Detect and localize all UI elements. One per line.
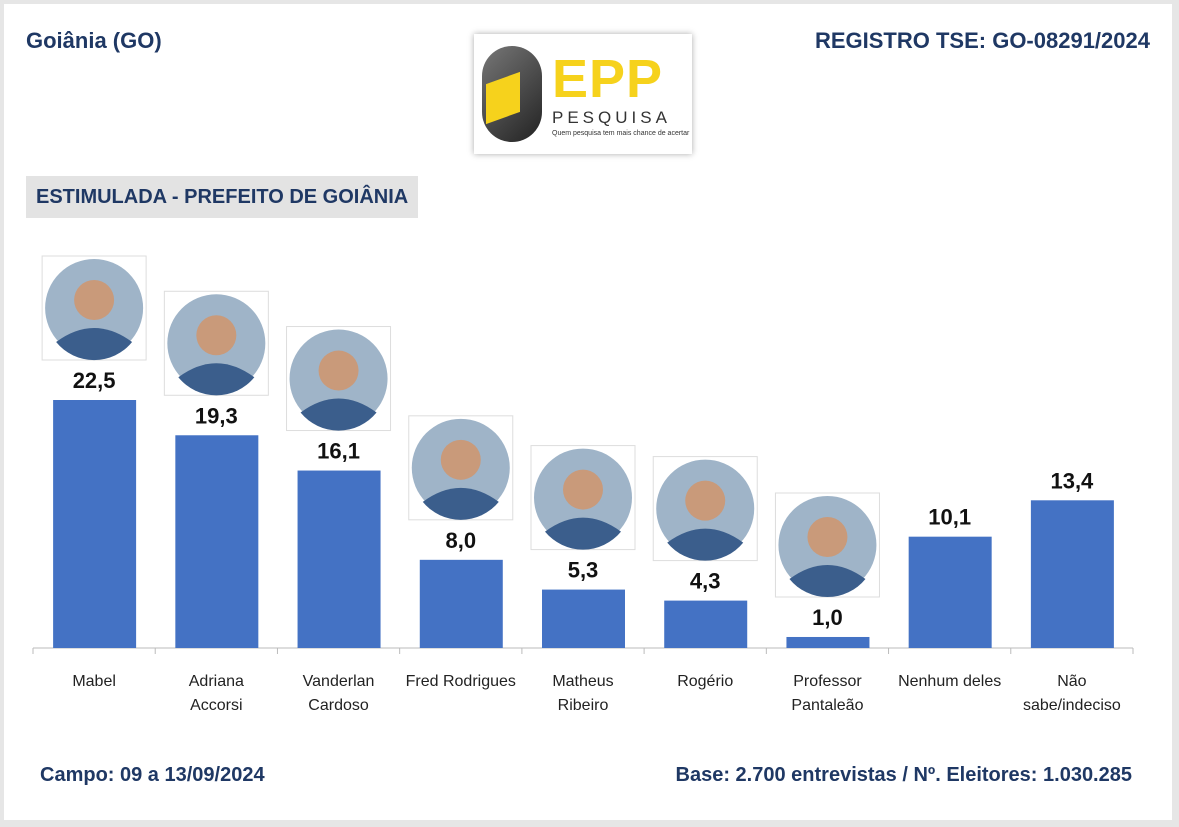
x-tick-label: Nenhum deles bbox=[890, 670, 1010, 694]
x-tick-label-line: sabe/indeciso bbox=[1022, 697, 1121, 714]
photo-head bbox=[440, 439, 481, 480]
x-tick-label-line: Professor bbox=[793, 673, 862, 690]
value-label: 16,1 bbox=[317, 439, 360, 464]
photo-head bbox=[563, 469, 603, 510]
value-label: 4,3 bbox=[690, 569, 721, 594]
bar bbox=[664, 600, 748, 648]
value-label: 19,3 bbox=[195, 403, 238, 428]
chart: 22,5 19,3 16,1 8,0 5,3 4,3 1,0 10,1 13,4 bbox=[32, 255, 1134, 654]
logo: EPP PESQUISA Quem pesquisa tem mais chan… bbox=[474, 34, 692, 154]
value-label: 8,0 bbox=[445, 528, 476, 553]
page: Goiânia (GO) REGISTRO TSE: GO-08291/2024… bbox=[4, 4, 1172, 820]
x-tick-label: Rogério bbox=[645, 670, 765, 694]
x-tick-label: Matheus Ribeiro bbox=[523, 670, 643, 718]
sample-base: Base: 2.700 entrevistas / Nº. Eleitores:… bbox=[675, 764, 1132, 786]
x-tick-label-line: Não bbox=[1057, 673, 1087, 690]
x-tick-label: Professor Pantaleão bbox=[767, 670, 887, 718]
bar bbox=[419, 559, 503, 648]
bar bbox=[908, 536, 992, 648]
x-tick-label: Mabel bbox=[34, 670, 154, 694]
photo-shoulders bbox=[178, 363, 255, 396]
x-tick-label-line: Adriana bbox=[188, 673, 244, 690]
chart-title: ESTIMULADA - PREFEITO DE GOIÂNIA bbox=[26, 176, 419, 218]
photo-shoulders bbox=[667, 528, 744, 561]
bar bbox=[786, 636, 870, 648]
photo-head bbox=[74, 280, 115, 320]
value-label: 22,5 bbox=[73, 368, 116, 393]
bar bbox=[297, 470, 381, 648]
x-tick-label-line: Rogério bbox=[677, 673, 734, 690]
x-tick-label-line: Pantaleão bbox=[791, 697, 864, 714]
value-label: 13,4 bbox=[1050, 468, 1094, 493]
x-tick-label: Fred Rodrigues bbox=[401, 670, 521, 694]
photo-shoulders bbox=[300, 398, 377, 431]
field-dates: Campo: 09 a 13/09/2024 bbox=[40, 764, 265, 786]
x-tick-label-line: Ribeiro bbox=[557, 697, 609, 714]
bar bbox=[175, 435, 259, 648]
x-tick-label-line: Vanderlan bbox=[302, 673, 375, 690]
bar bbox=[53, 400, 137, 648]
x-tick-label: Vanderlan Cardoso bbox=[279, 670, 399, 718]
x-tick-label-line: Nenhum deles bbox=[898, 673, 1002, 690]
x-tick-label-line: Fred Rodrigues bbox=[405, 673, 516, 690]
value-label: 1,0 bbox=[812, 605, 843, 630]
bar bbox=[542, 589, 625, 648]
logo-word: PESQUISA bbox=[552, 108, 671, 127]
x-tick-label: Não sabe/indeciso bbox=[1012, 670, 1132, 718]
photo-head bbox=[685, 480, 726, 521]
logo-brand: EPP bbox=[552, 49, 664, 109]
photo-shoulders bbox=[422, 487, 499, 520]
x-tick-label-line: Matheus bbox=[552, 673, 614, 690]
photo-head bbox=[196, 315, 237, 356]
value-label: 10,1 bbox=[928, 505, 971, 530]
registration: REGISTRO TSE: GO-08291/2024 bbox=[814, 28, 1150, 53]
photo-head bbox=[807, 516, 848, 557]
photo-shoulders bbox=[789, 564, 866, 598]
photo-shoulders bbox=[545, 517, 621, 550]
x-tick-label-line: Accorsi bbox=[190, 697, 243, 714]
x-tick-label-line: Mabel bbox=[72, 673, 116, 690]
photo-head bbox=[318, 350, 359, 391]
value-label: 5,3 bbox=[568, 558, 599, 583]
x-tick-label: Adriana Accorsi bbox=[156, 670, 276, 718]
bar bbox=[1030, 500, 1114, 648]
location: Goiânia (GO) bbox=[26, 28, 162, 53]
logo-slogan: Quem pesquisa tem mais chance de acertar bbox=[552, 130, 690, 137]
x-tick-label-line: Cardoso bbox=[308, 697, 369, 714]
photo-shoulders bbox=[56, 328, 133, 361]
